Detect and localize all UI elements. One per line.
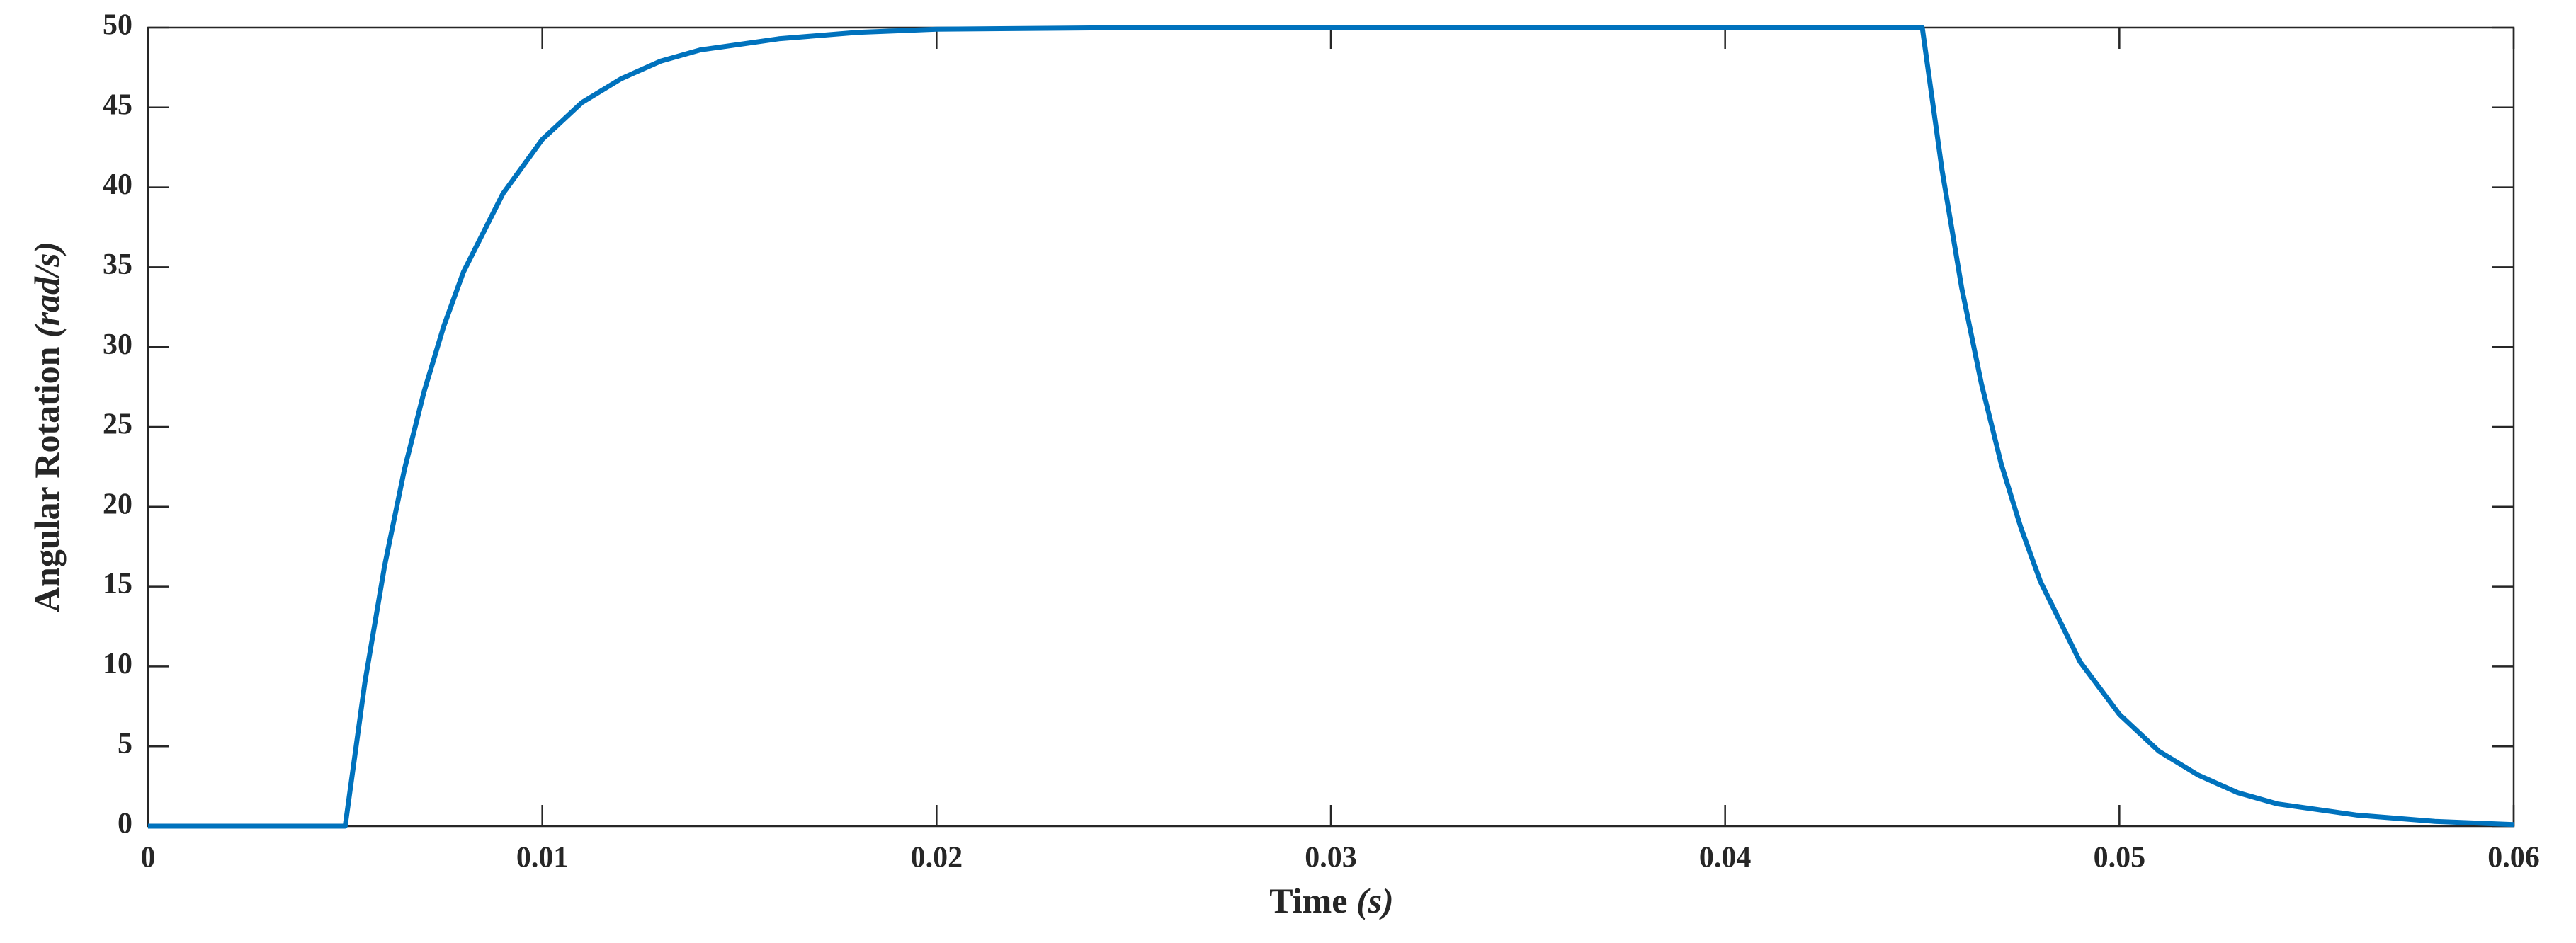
x-tick-label: 0.01 [516,842,569,874]
y-tick-label: 0 [118,808,132,840]
y-tick-label: 20 [103,488,132,520]
data-line [148,25,2514,829]
x-tick-label: 0.02 [911,842,963,874]
y-axis-title: Angular Rotation (rad/s) [27,241,67,612]
y-tick-label: 25 [103,408,132,441]
x-tick-label: 0 [141,842,156,874]
y-tick-label: 35 [103,248,132,281]
y-tick-label: 15 [103,568,132,600]
x-tick-label: 0.03 [1305,842,1357,874]
x-tick-label: 0.05 [2094,842,2146,874]
x-tick-label: 0.04 [1699,842,1752,874]
y-label: Angular Rotation [27,346,67,612]
x-tick-label: 0.06 [2487,842,2540,874]
y-tick-label: 30 [103,328,132,361]
y-tick-label: 45 [103,88,132,121]
x-label: Time [1269,881,1347,920]
x-axis-title: Time (s) [1269,881,1393,920]
y-label-unit: (rad/s) [27,241,67,338]
y-tick-label: 5 [118,728,132,760]
x-label-unit: (s) [1356,881,1394,920]
plot-area [147,26,2515,828]
y-tick-label: 40 [103,168,132,201]
y-tick-label: 10 [103,648,132,680]
y-tick-label: 50 [103,9,132,42]
